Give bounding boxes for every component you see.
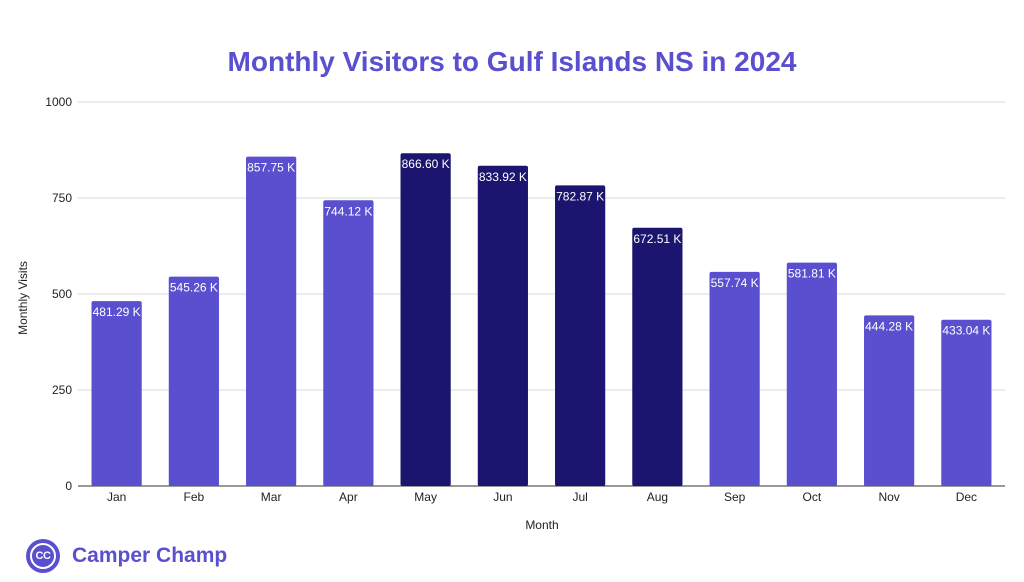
y-axis-ticks: 0 250 500 750 1000 [45,95,72,493]
x-tick-label: Dec [956,490,977,504]
bar-jul [555,185,606,486]
brand: CC Camper Champ [26,537,227,575]
data-label: 744.12 K [324,204,372,218]
data-label: 444.28 K [865,319,913,333]
data-label: 866.60 K [402,157,450,171]
data-label: 782.87 K [556,189,604,203]
y-axis-label: Monthly Visits [16,261,30,335]
bar-aug [632,227,683,486]
chart-title: Monthly Visitors to Gulf Islands NS in 2… [227,46,797,77]
bar-jan [91,301,142,486]
y-tick-label: 0 [65,479,72,493]
y-tick-label: 750 [52,191,72,205]
x-tick-label: Aug [647,490,668,504]
data-label: 581.81 K [788,267,836,281]
x-tick-label: May [414,490,437,504]
y-tick-label: 500 [52,287,72,301]
x-tick-label: Jul [572,490,587,504]
x-axis-ticks: Jan Feb Mar Apr May Jun Jul Aug Sep Oct Nov Dec [107,490,977,504]
bar-apr [323,200,374,486]
x-tick-label: Mar [261,490,282,504]
data-label: 857.75 K [247,161,295,175]
data-label: 545.26 K [170,281,218,295]
bar-feb [168,276,219,486]
bar-oct [786,262,837,486]
data-label: 433.04 K [942,324,990,338]
bar-sep [709,271,760,486]
data-label: 672.51 K [633,232,681,246]
bar-dec [941,319,992,486]
brand-logo-text: CC [30,543,56,569]
gridlines [78,101,1005,487]
x-tick-label: Jun [493,490,512,504]
bar-mar [246,156,297,486]
data-label: 833.92 K [479,170,527,184]
x-tick-label: Feb [184,490,205,504]
y-tick-label: 1000 [45,95,72,109]
data-label: 557.74 K [711,276,759,290]
x-tick-label: Jan [107,490,126,504]
bar-may [400,153,451,487]
y-tick-label: 250 [52,383,72,397]
x-tick-label: Apr [339,490,358,504]
x-axis-label: Month [525,518,558,532]
data-label: 481.29 K [93,305,141,319]
bar-jun [477,165,528,486]
bars: 481.29 K 545.26 K 857.75 K 744.12 K 866.60 K… [91,153,992,487]
x-tick-label: Nov [878,490,899,504]
x-tick-label: Sep [724,490,746,504]
brand-name: Camper Champ [72,544,228,567]
bar-nov [864,315,915,486]
camper-champ-logo-icon: CC [26,539,60,573]
x-tick-label: Oct [803,490,822,504]
